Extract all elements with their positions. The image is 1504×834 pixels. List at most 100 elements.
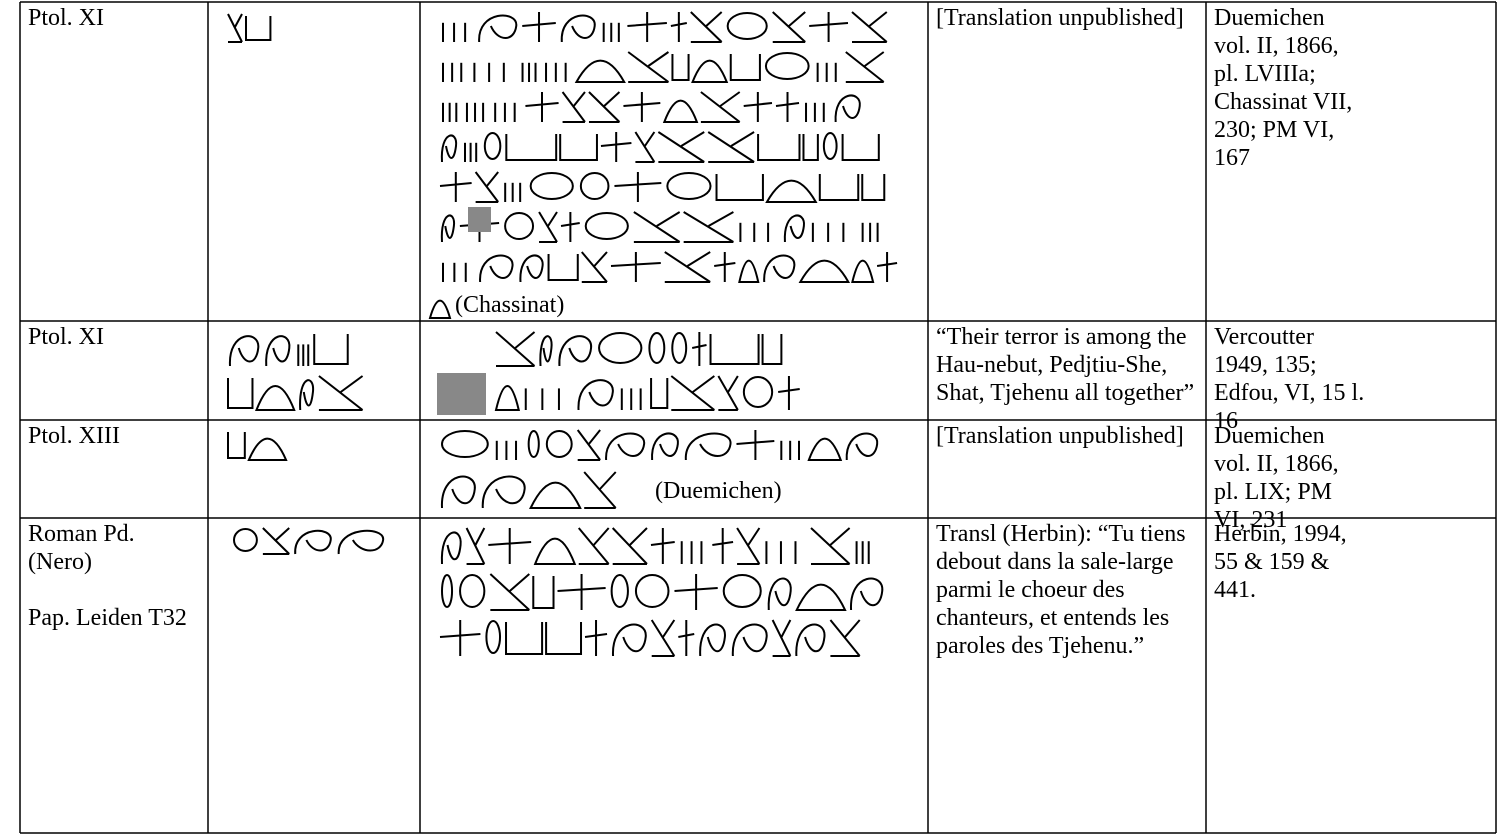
period: Ptol. XI	[28, 5, 105, 31]
hieroglyph	[671, 54, 690, 81]
period-cell: Ptol. XI	[28, 4, 203, 32]
hieroglyph	[736, 527, 761, 565]
hieroglyph	[783, 214, 805, 243]
hieroglyph	[459, 574, 486, 608]
hieroglyph	[707, 131, 755, 163]
hieroglyph	[519, 254, 544, 283]
hieroglyph	[439, 172, 472, 202]
hieroglyph	[764, 52, 810, 80]
hieroglyph	[440, 475, 476, 509]
hieroglyph	[583, 471, 617, 509]
hieroglyph	[614, 172, 662, 202]
translation-cell: “Their terror is among the Hau-nebut, Pe…	[936, 323, 1198, 407]
translation: “Their terror is among the Hau-nebut, Pe…	[936, 324, 1195, 406]
hieroglyph	[529, 172, 574, 200]
hieroglyph	[712, 528, 734, 564]
hieroglyph	[294, 529, 332, 555]
hieroglyph	[600, 132, 632, 162]
hieroglyph	[525, 92, 559, 122]
hieroglyph	[533, 537, 577, 565]
hieroglyph	[560, 14, 596, 43]
hieroglyph	[577, 379, 614, 411]
hieroglyph	[761, 334, 783, 365]
reference: Herbin, 1994, 55 & 159 & 441.	[1214, 521, 1347, 603]
hieroglyph	[765, 179, 818, 203]
hieroglyph	[474, 171, 499, 203]
hieroglyph	[337, 529, 385, 555]
hieroglyph	[522, 12, 556, 42]
hieroglyph	[650, 619, 676, 657]
period-cell: Roman Pd. (Nero) Pap. Leiden T32	[28, 520, 203, 632]
hieroglyph	[670, 12, 688, 42]
hieroglyph	[736, 430, 775, 460]
hieroglyph	[700, 91, 741, 123]
hieroglyph	[767, 577, 792, 611]
hieroglyph	[650, 528, 675, 564]
hieroglyph	[598, 332, 643, 364]
hieroglyph	[247, 437, 288, 461]
hieroglyph	[610, 574, 629, 608]
hieroglyph	[557, 574, 606, 610]
hieroglyph	[795, 623, 826, 657]
reference-cell: Duemichen vol. II, 1866, pl. LVIIIa; Cha…	[1214, 4, 1366, 172]
hieroglyph	[664, 251, 711, 283]
hieroglyph	[262, 527, 290, 555]
hieroglyph	[227, 432, 246, 459]
hieroglyph	[775, 92, 800, 122]
hieroglyph	[538, 211, 558, 243]
hieroglyph	[574, 59, 626, 83]
hieroglyph	[227, 378, 254, 409]
reference-cell: Duemichen vol. II, 1866, pl. LIX; PM VI,…	[1214, 422, 1366, 534]
hieroglyph	[560, 212, 580, 242]
hieroglyph	[465, 527, 486, 565]
hieroglyph	[299, 379, 314, 411]
hieroglyph	[861, 174, 886, 201]
hieroglyph	[439, 620, 481, 656]
hieroglyph	[729, 54, 761, 81]
period-cell: Ptol. XIII	[28, 422, 203, 450]
hieroglyph	[822, 132, 838, 160]
hieroglyph	[798, 259, 851, 283]
hieroglyph	[245, 16, 272, 41]
hieroglyph	[722, 574, 762, 608]
translation-cell: [Translation unpublished]	[936, 4, 1198, 32]
hieroglyph	[440, 531, 462, 565]
hieroglyph	[494, 385, 521, 411]
source-caption: (Duemichen)	[655, 478, 782, 504]
hieroglyph	[627, 12, 667, 42]
hieroglyph	[845, 432, 879, 461]
hieroglyph	[485, 620, 502, 654]
source-caption: (Chassinat)	[455, 292, 565, 318]
hieroglyph	[841, 134, 880, 161]
hieroglyph	[441, 430, 489, 458]
hieroglyph	[650, 378, 669, 409]
period: Ptol. XIII	[28, 423, 120, 449]
hieroglyph	[699, 623, 726, 657]
hieroglyph	[313, 334, 349, 365]
hieroglyph	[678, 620, 695, 656]
translation: Transl (Herbin): “Tu tiens debout dans l…	[936, 521, 1186, 659]
hieroglyph	[709, 334, 760, 365]
reference: Vercoutter 1949, 135; Edfou, VI, 15 l. 1…	[1214, 324, 1365, 434]
hieroglyph	[714, 252, 736, 282]
hieroglyph	[479, 254, 514, 283]
hieroglyph	[657, 131, 705, 163]
hieroglyph	[850, 577, 884, 611]
hieroglyph	[671, 332, 688, 364]
hieroglyph	[623, 92, 661, 122]
hieroglyph	[810, 527, 851, 565]
translation: [Translation unpublished]	[936, 423, 1184, 449]
hieroglyph	[634, 131, 656, 163]
hieroglyph	[876, 252, 898, 282]
hieroglyph	[633, 211, 681, 243]
hieroglyph	[581, 251, 608, 283]
hieroglyph	[481, 475, 526, 509]
hieroglyph	[532, 576, 555, 609]
hieroglyph	[440, 214, 455, 243]
hieroglyph	[233, 528, 258, 552]
hieroglyph	[318, 375, 364, 411]
hieroglyph	[795, 583, 847, 611]
reference-cell: Herbin, 1994, 55 & 159 & 441.	[1214, 520, 1366, 604]
